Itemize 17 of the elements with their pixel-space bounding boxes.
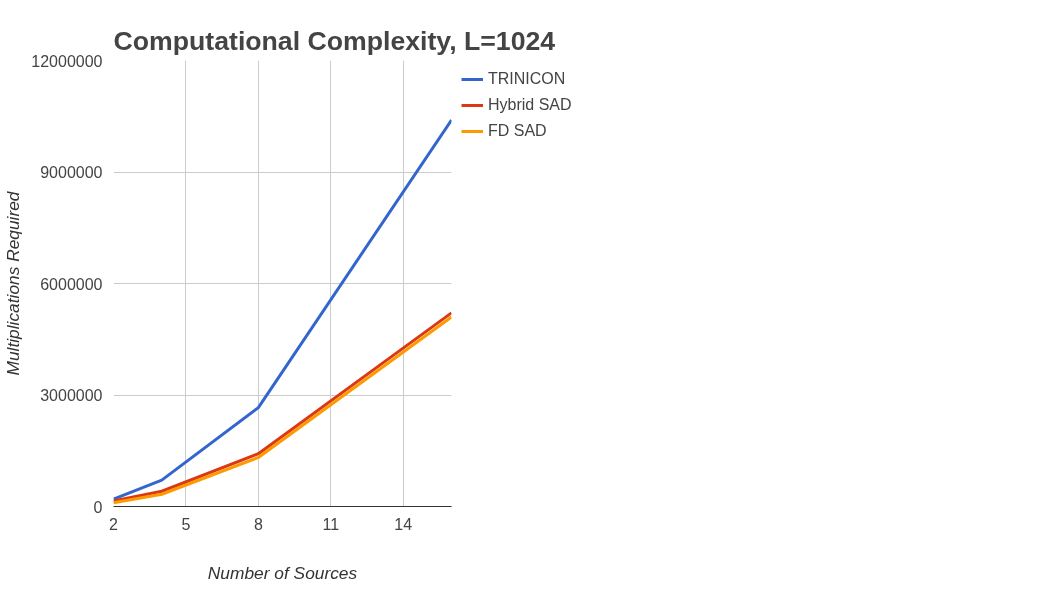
y-tick-label: 9000000 (40, 164, 103, 181)
y-tick-label: 6000000 (40, 275, 103, 293)
x-tick-label: 5 (181, 515, 191, 533)
x-tick-label: 14 (394, 515, 413, 533)
legend-label: TRINICON (488, 70, 566, 88)
legend-label: FD SAD (488, 122, 547, 140)
x-tick-label: 2 (109, 515, 119, 533)
chart-title: Computational Complexity, L=1024 (113, 25, 556, 56)
y-tick-label: 3000000 (40, 387, 103, 404)
legend-label: Hybrid SAD (488, 96, 572, 114)
y-axis-title: Multiplications Required (3, 190, 24, 376)
line-series (113, 118, 452, 501)
x-tick-label: 8 (253, 515, 263, 533)
y-tick-label: 0 (93, 498, 103, 516)
y-tick-label: 12000000 (31, 52, 103, 70)
x-tick-label: 11 (322, 515, 340, 533)
x-axis-title: Number of Sources (207, 562, 358, 583)
